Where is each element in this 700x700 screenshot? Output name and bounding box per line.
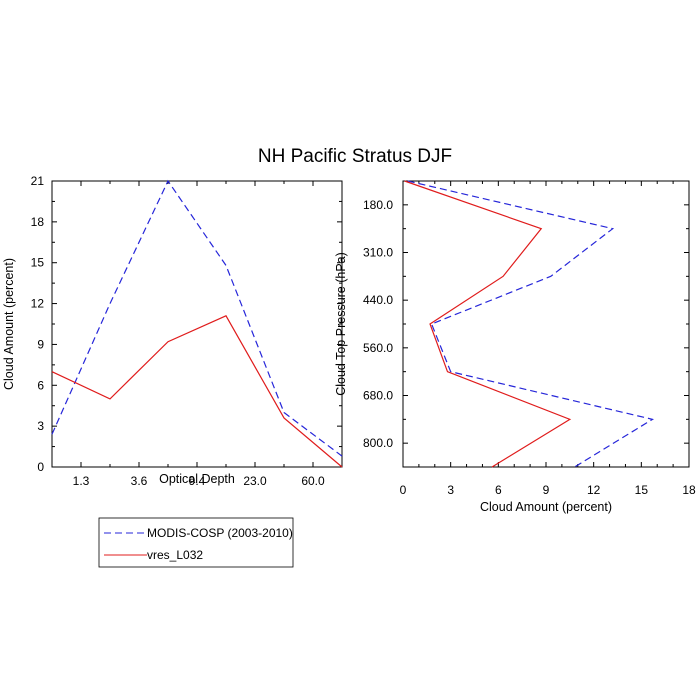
right-y-tick-label: 310.0: [363, 246, 393, 260]
left-x-tick-label: 9.4: [189, 474, 206, 488]
right-x-tick-label: 15: [635, 483, 649, 497]
right-series-modis-line: [407, 180, 655, 468]
right-x-tick-label: 6: [495, 483, 502, 497]
right-series-model-line: [404, 180, 572, 468]
left-y-tick-label: 3: [37, 419, 44, 433]
left-x-tick-label: 3.6: [131, 474, 148, 488]
right-x-axis-label: Cloud Amount (percent): [480, 500, 612, 514]
right-plot-frame: [402, 180, 690, 468]
right-panel: 0 3 6 9 12 15 18 180.0 310.0 440.0 560.0 680.0 800.0…: [334, 180, 696, 514]
left-x-tick-label: 23.0: [243, 474, 267, 488]
legend: MODIS-COSP (2003-2010) vres_L032: [98, 517, 294, 568]
right-y-tick-label: 560.0: [363, 341, 393, 355]
right-y-tick-label: 180.0: [363, 198, 393, 212]
left-panel: 0 3 6 9 12 15 18 21 1.3 3.6 9.4 23.0 60.0 Optical De…: [2, 174, 343, 488]
right-x-tick-label: 9: [543, 483, 550, 497]
left-y-tick-label: 6: [37, 378, 44, 392]
right-y-tick-label: 680.0: [363, 389, 393, 403]
right-y-axis-label: Cloud Top Pressure (hPa): [334, 252, 348, 396]
left-x-tick-label: 60.0: [301, 474, 325, 488]
left-y-tick-label: 0: [37, 460, 44, 474]
right-x-tick-label: 0: [400, 483, 407, 497]
left-x-tick-label: 1.3: [73, 474, 90, 488]
left-series-model-line: [51, 315, 343, 468]
left-x-axis-label: Optical Depth: [159, 472, 235, 486]
left-y-tick-label: 12: [31, 297, 45, 311]
right-y-tick-label: 440.0: [363, 293, 393, 307]
right-x-tick-label: 18: [682, 483, 696, 497]
legend-model-label: vres_L032: [147, 548, 203, 562]
left-y-tick-label: 15: [31, 256, 45, 270]
left-y-tick-label: 9: [37, 337, 44, 351]
left-y-tick-label: 18: [31, 215, 45, 229]
left-series-modis-line: [51, 179, 343, 457]
legend-box: [98, 517, 294, 568]
right-y-tick-label: 800.0: [363, 436, 393, 450]
right-x-tick-label: 3: [447, 483, 454, 497]
left-y-tick-label: 21: [31, 174, 45, 188]
right-x-tick-label: 12: [587, 483, 601, 497]
left-y-axis-label: Cloud Amount (percent): [2, 258, 16, 390]
chart-title: NH Pacific Stratus DJF: [258, 146, 452, 167]
legend-modis-label: MODIS-COSP (2003-2010): [147, 526, 293, 540]
